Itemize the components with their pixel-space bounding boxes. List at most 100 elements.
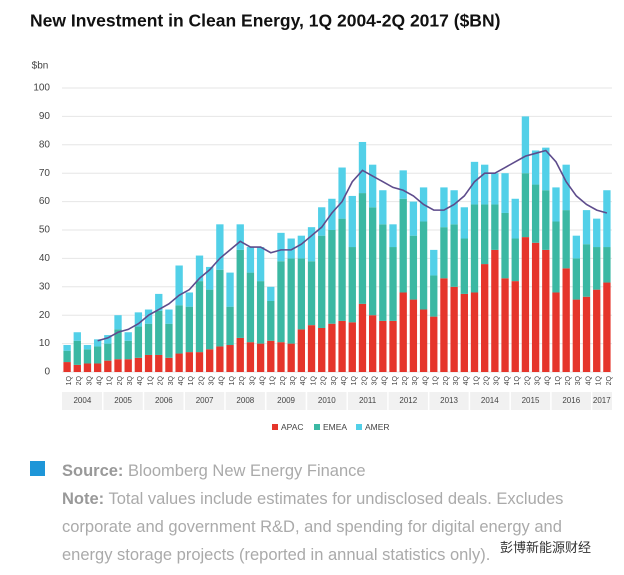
- x-tick-label: 2Q: [484, 375, 491, 385]
- bar-segment: [216, 346, 224, 372]
- bar-segment: [562, 210, 570, 269]
- bar-segment: [521, 173, 530, 238]
- x-tick-label: 4Q: [137, 375, 144, 385]
- bar-segment: [328, 230, 336, 324]
- bar-segment: [481, 204, 489, 265]
- x-tick-label: 4Q: [585, 375, 592, 385]
- year-label: 2012: [399, 396, 417, 405]
- x-tick-label: 3Q: [575, 375, 582, 385]
- year-label: 2004: [73, 396, 91, 405]
- x-tick-label: 2Q: [402, 375, 409, 385]
- bar-segment: [267, 286, 275, 301]
- bar-segment: [318, 327, 326, 372]
- x-tick-label: 2Q: [239, 375, 246, 385]
- x-tick-label: 1Q: [107, 375, 114, 385]
- bar-segment: [267, 301, 275, 341]
- bar-segment: [338, 167, 346, 219]
- year-label: 2014: [481, 396, 499, 405]
- bar-segment: [246, 247, 255, 273]
- bar-segment: [409, 235, 418, 300]
- bar-segment: [144, 323, 153, 355]
- x-tick-label: 1Q: [555, 375, 562, 385]
- x-tick-label: 3Q: [168, 375, 175, 385]
- y-tick-label: 10: [39, 338, 51, 349]
- bar-segment: [521, 237, 530, 372]
- x-tick-label: 4Q: [219, 375, 226, 385]
- bar-segment: [83, 363, 92, 372]
- bar-segment: [531, 242, 540, 372]
- y-tick-label: 0: [44, 367, 50, 378]
- legend-swatch: [356, 424, 362, 430]
- bar-segment: [104, 360, 112, 372]
- bar-segment: [450, 224, 458, 287]
- bar-segment: [134, 357, 143, 372]
- x-tick-label: 3Q: [127, 375, 134, 385]
- bar-segment: [175, 353, 183, 372]
- bar-segment: [501, 212, 509, 279]
- bar-segment: [165, 309, 173, 324]
- x-tick-label: 2Q: [76, 375, 83, 385]
- bar-segment: [450, 286, 458, 372]
- legend-label: EMEA: [323, 422, 347, 432]
- bar-segment: [582, 244, 591, 297]
- bar-segment: [379, 224, 387, 321]
- bar-segment: [277, 342, 285, 372]
- x-tick-label: 1Q: [270, 375, 277, 385]
- x-tick-label: 4Q: [259, 375, 266, 385]
- bar-segment: [155, 310, 163, 355]
- bar-segment: [93, 346, 102, 364]
- bar-segment: [430, 275, 438, 317]
- bar-segment: [318, 207, 326, 236]
- bar-segment: [368, 207, 377, 316]
- chart: New Investment in Clean Energy, 1Q 2004-…: [30, 11, 613, 432]
- y-tick-label: 30: [39, 281, 51, 292]
- year-label: 2006: [155, 396, 173, 405]
- bar-segment: [165, 357, 173, 372]
- bar-segment: [307, 325, 316, 372]
- bar-segment: [552, 221, 560, 293]
- bar-segment: [542, 190, 550, 250]
- bar-segment: [582, 296, 591, 372]
- x-tick-label: 2Q: [117, 375, 124, 385]
- bar-segment: [216, 269, 224, 347]
- y-tick-label: 100: [33, 83, 50, 94]
- x-tick-label: 2Q: [198, 375, 205, 385]
- bar-segment: [277, 261, 285, 343]
- x-tick-label: 1Q: [351, 375, 358, 385]
- year-label: 2011: [359, 396, 377, 405]
- bar-segment: [155, 293, 163, 311]
- bar-segment: [236, 224, 244, 250]
- bar-segment: [460, 293, 468, 372]
- bar-segment: [582, 210, 591, 245]
- x-tick-label: 4Q: [504, 375, 511, 385]
- bar-segment: [593, 247, 601, 290]
- bar-segment: [379, 320, 387, 372]
- bar-segment: [389, 247, 397, 321]
- bar-segment: [73, 332, 81, 341]
- bar-segment: [256, 281, 265, 344]
- bar-segment: [124, 332, 132, 341]
- bar-segment: [256, 343, 265, 372]
- bar-segment: [348, 322, 356, 372]
- bar-segment: [93, 339, 102, 347]
- x-tick-label: 1Q: [392, 375, 399, 385]
- x-tick-label: 3Q: [331, 375, 338, 385]
- bar-segment: [430, 249, 438, 276]
- bar-segment: [358, 303, 367, 372]
- x-tick-label: 4Q: [422, 375, 429, 385]
- y-tick-label: 50: [39, 225, 51, 236]
- bar-segment: [338, 218, 346, 321]
- bar-segment: [63, 345, 71, 351]
- bar-segment: [114, 329, 122, 360]
- bar-segment: [348, 195, 356, 248]
- bar-segment: [368, 164, 377, 208]
- bar-segment: [328, 323, 336, 372]
- bar-segment: [552, 187, 560, 222]
- bar-segment: [470, 161, 479, 205]
- bar-segment: [470, 292, 479, 372]
- bar-segment: [348, 247, 356, 323]
- x-tick-label: 1Q: [596, 375, 603, 385]
- note: Note: Total values include estimates for…: [62, 485, 610, 569]
- y-tick-label: 90: [39, 111, 51, 122]
